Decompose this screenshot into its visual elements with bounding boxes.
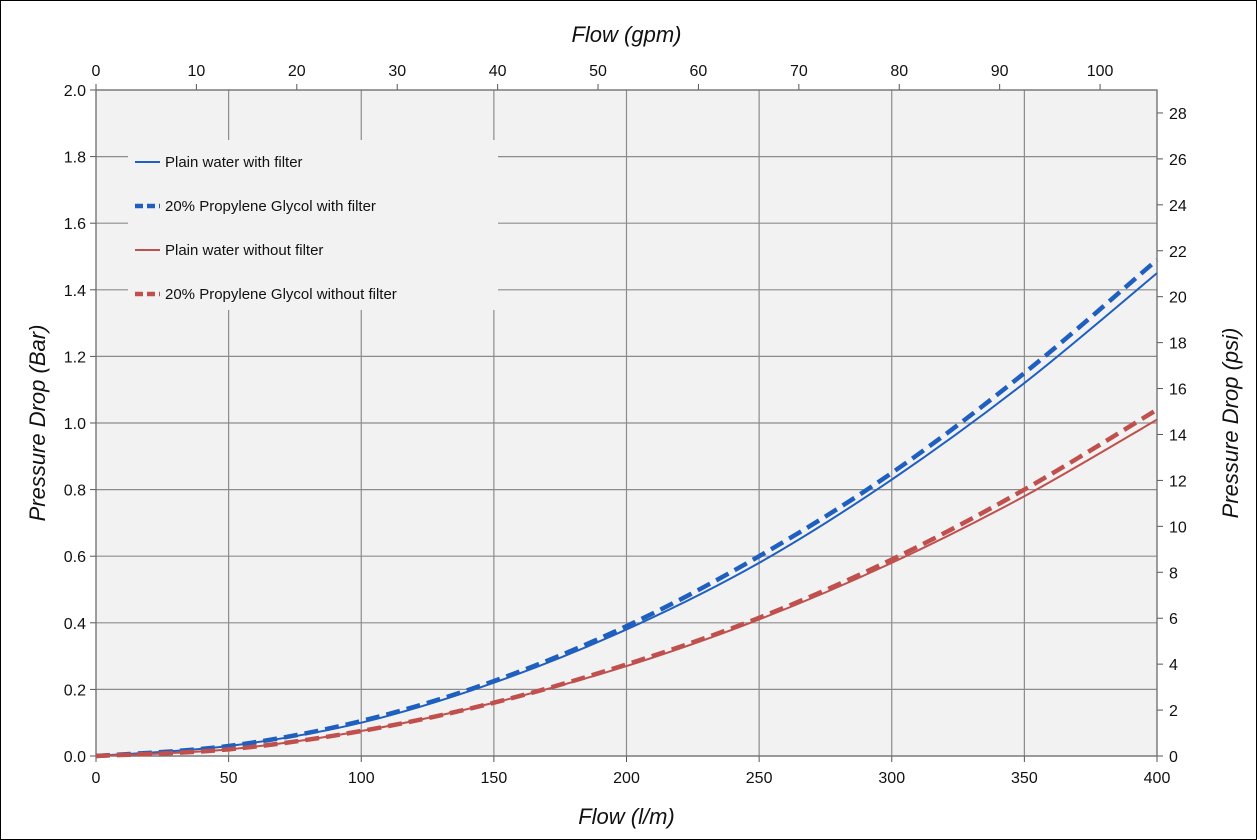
left-tick-label: 1.8: [64, 150, 86, 167]
left-tick-label: 0.2: [64, 682, 86, 699]
legend-box: [128, 140, 498, 310]
top-tick-label: 70: [790, 63, 808, 80]
tick-labels: 0 50 100 150 200 250 300 350 4000.00.20.40.60.81…: [64, 63, 1187, 787]
top-axis-title: Flow (gpm): [571, 22, 681, 47]
left-tick-label: 1.4: [64, 283, 86, 300]
bottom-tick-label: 400: [1144, 770, 1171, 787]
right-tick-label: 16: [1169, 382, 1187, 399]
bottom-tick-label: 350: [1011, 770, 1038, 787]
top-tick-label: 60: [690, 63, 708, 80]
series-lines: [95, 258, 1159, 759]
top-tick-label: 20: [288, 63, 306, 80]
left-tick-label: 1.6: [64, 216, 86, 233]
right-tick-label: 26: [1169, 152, 1187, 169]
legend-label-3: Plain water without filter: [165, 242, 323, 259]
bottom-axis-title: Flow (l/m): [578, 804, 675, 829]
right-tick-label: 28: [1169, 106, 1187, 123]
axes: [90, 84, 1163, 762]
right-tick-label: 4: [1169, 657, 1178, 674]
bottom-tick-label: 50: [220, 770, 238, 787]
legend-label-4: 20% Propylene Glycol without filter: [165, 286, 397, 303]
series-line-2: [95, 258, 1159, 759]
left-tick-label: 1.2: [64, 349, 86, 366]
plot-border: [95, 89, 1158, 757]
right-tick-label: 8: [1169, 565, 1178, 582]
left-tick-label: 2.0: [64, 83, 86, 100]
right-tick-label: 10: [1169, 519, 1187, 536]
left-axis-title: Pressure Drop (Bar): [25, 325, 50, 522]
left-tick-label: 0.4: [64, 616, 86, 633]
series-line-1: [95, 272, 1158, 757]
left-tick-label: 1.0: [64, 416, 86, 433]
left-tick-label: 0.8: [64, 483, 86, 500]
top-tick-label: 0: [92, 63, 101, 80]
bottom-tick-label: 250: [746, 770, 773, 787]
right-tick-label: 20: [1169, 290, 1187, 307]
right-tick-label: 12: [1169, 473, 1187, 490]
right-tick-label: 0: [1169, 749, 1178, 766]
top-tick-label: 80: [890, 63, 908, 80]
right-tick-label: 6: [1169, 611, 1178, 628]
right-tick-label: 18: [1169, 336, 1187, 353]
right-tick-label: 2: [1169, 703, 1178, 720]
left-tick-label: 0.6: [64, 549, 86, 566]
top-tick-label: 100: [1087, 63, 1114, 80]
bottom-tick-label: 300: [878, 770, 905, 787]
right-tick-label: 22: [1169, 244, 1187, 261]
top-tick-label: 40: [489, 63, 507, 80]
bottom-tick-label: 200: [613, 770, 640, 787]
right-axis-title: Pressure Drop (psi): [1218, 328, 1243, 519]
top-tick-label: 90: [991, 63, 1009, 80]
right-tick-label: 24: [1169, 198, 1187, 215]
top-tick-label: 10: [188, 63, 206, 80]
bottom-tick-label: 0: [92, 770, 101, 787]
legend: Plain water with filter 20% Propylene Gly…: [135, 154, 397, 303]
legend-label-1: Plain water with filter: [165, 154, 303, 171]
series-line-4: [95, 407, 1159, 759]
top-tick-label: 30: [388, 63, 406, 80]
right-tick-label: 14: [1169, 427, 1187, 444]
bottom-tick-label: 100: [348, 770, 375, 787]
bottom-tick-label: 150: [481, 770, 508, 787]
top-tick-label: 50: [589, 63, 607, 80]
legend-label-2: 20% Propylene Glycol with filter: [165, 198, 376, 215]
left-tick-label: 0.0: [64, 749, 86, 766]
